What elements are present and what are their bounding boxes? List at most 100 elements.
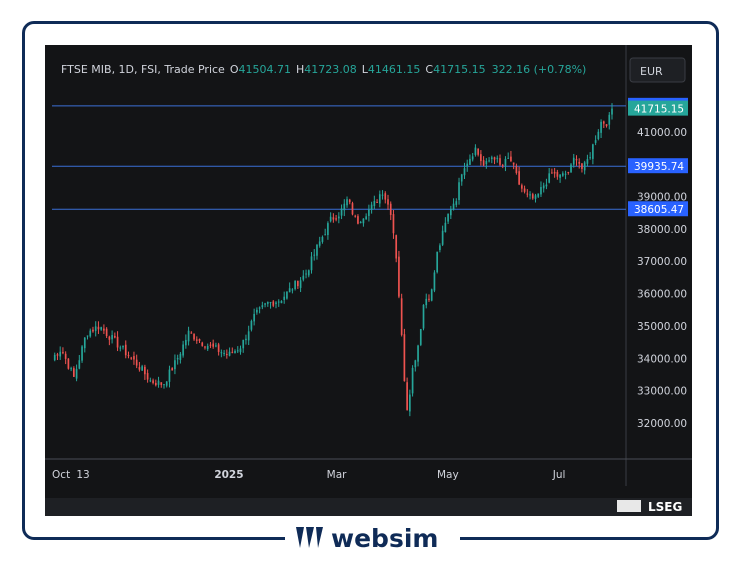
x-tick-label: Jul [552,469,566,481]
candle-body [103,328,105,331]
candle [433,270,436,293]
candle [365,213,367,220]
candle-body [570,164,572,173]
y-tick-label: 36000.00 [637,289,687,301]
candle [608,112,611,130]
candle-body [611,108,613,115]
level-tag: 39935.74 [628,158,688,174]
candle-body [157,380,160,385]
candle-body [122,346,124,348]
candle-body [567,171,570,173]
candle-body [256,309,258,313]
candle-body [258,307,261,309]
y-tick-label: 39000.00 [637,191,687,203]
candle-body [174,360,176,370]
candle [376,199,378,203]
candle [370,201,373,214]
x-tick-label: 13 [76,469,89,481]
candle-body [215,345,217,347]
candle [567,171,570,175]
y-tick-label: 37000.00 [637,256,687,268]
candle-body [373,200,376,207]
candle [305,269,307,279]
chart-panel [45,45,692,498]
candle-body [395,235,398,259]
candle [239,345,242,355]
candle-body [409,394,411,412]
candle-body [261,305,264,308]
candle-body [154,382,157,386]
candle-body [277,301,280,303]
candle-body [466,163,469,167]
candle [97,321,100,334]
candle-body [425,298,428,306]
candle [529,191,531,200]
candle-body [264,303,266,305]
candle [321,235,324,244]
candle-body [316,244,318,256]
candle-body [359,221,362,224]
candle [94,321,97,337]
candle-body [171,368,174,371]
candle [515,163,518,175]
candle-body [346,199,348,206]
candle-body [387,199,389,205]
candle [485,158,488,169]
candle [220,349,223,358]
candle [351,201,354,216]
candle-body [488,160,490,162]
candle [223,350,225,357]
candle [409,389,411,417]
level-tag: 38605.47 [628,201,688,217]
candle [146,369,149,383]
currency-button[interactable]: EUR [629,57,686,83]
candle-body [280,300,283,304]
candle-body [299,280,302,288]
candle [362,218,365,227]
y-tick-label: 34000.00 [637,353,687,365]
candle-body [89,330,92,337]
candle-body [384,193,387,200]
candle-body [460,174,463,182]
candle [373,195,376,210]
candle-body [480,154,482,162]
candle [570,163,572,174]
candle-body [381,194,384,196]
candle-body [198,339,201,341]
candle-body [113,335,116,338]
candle [250,319,253,332]
candle [422,304,425,331]
candle-body [414,360,417,368]
candle-body [212,343,215,347]
candle-body [127,355,130,357]
candle-body [108,336,111,340]
candle-body [572,157,575,165]
candle-body [531,194,534,199]
candle [185,334,187,349]
candle [403,328,406,382]
close-label: C [425,63,433,76]
candle [463,162,466,180]
candle [518,166,520,186]
last-price-tag-label: 41715.15 [634,104,684,116]
candle-body [463,168,466,176]
candle-body [589,157,591,159]
candle-body [220,352,223,354]
candle-body [97,326,100,330]
candle-body [111,335,113,340]
candle [359,220,362,224]
candle [165,381,168,388]
candle [62,347,64,355]
candle [447,213,449,224]
last-price-tag-box [628,100,688,116]
candle-body [428,298,430,300]
candle [231,347,234,354]
candle-body [529,194,531,196]
candle-body [225,354,228,356]
candle [160,382,163,388]
candle-body [239,348,242,353]
candle-body [231,351,234,353]
candle [378,190,381,208]
candle-body [62,352,64,354]
